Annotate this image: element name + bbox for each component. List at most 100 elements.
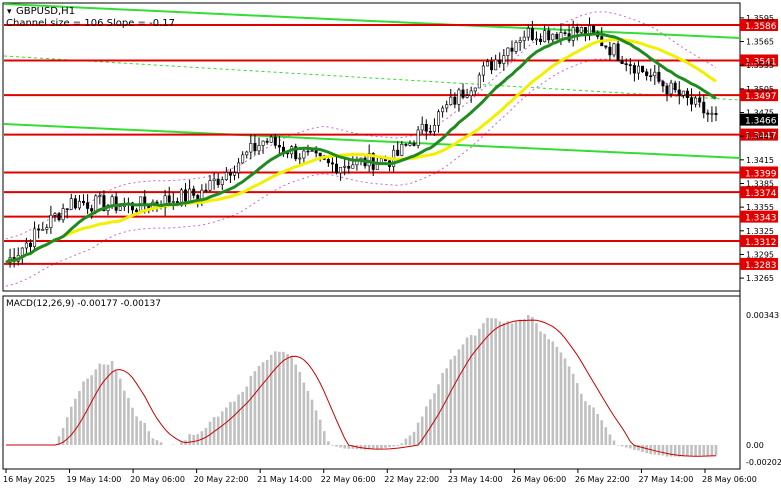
candle-body [547,30,551,41]
channel-mid-line [3,55,741,101]
candle-body [543,30,547,42]
candle-body [130,202,134,211]
candle-body [563,32,567,34]
macd-histogram-bar [478,328,481,445]
candle-body [69,198,73,210]
macd-histogram-bar [180,442,183,445]
candle-body [318,152,322,157]
macd-histogram-bar [547,339,551,445]
candle-body [220,179,224,185]
level-label-2: 1.3497 [745,92,777,102]
macd-histogram-bar [559,352,563,445]
candle-body [82,200,86,204]
candle-body [649,75,653,78]
candle-body [90,208,94,212]
macd-histogram-bar [139,420,142,445]
candle-body [224,172,228,181]
candle-body [367,153,371,167]
macd-histogram-bar [465,337,469,445]
price-tick-label: 1.3265 [746,274,774,283]
macd-histogram-bar [661,445,665,456]
macd-histogram-bar [257,365,261,445]
candle-body [408,143,412,146]
candle-body [526,28,530,38]
macd-histogram-bar [106,364,110,445]
candle-body [49,214,53,228]
candle-body [257,145,261,152]
candle-body [249,143,253,153]
macd-histogram-bar [682,445,685,457]
macd-histogram-bar [522,318,526,445]
candle-body [237,162,241,173]
level-label-6: 1.3343 [745,214,777,224]
level-tag-8 [740,257,778,270]
macd-histogram-bar [343,445,346,449]
level-tag-5 [740,186,778,199]
macd-histogram-bar [433,393,436,445]
macd-histogram-bar [596,413,599,445]
macd-histogram-bar [282,351,285,445]
macd-histogram-bar [65,417,69,445]
level-label-5: 1.3374 [745,189,777,199]
candle-body [204,189,208,192]
candle-body [343,165,347,168]
symbol-dropdown-icon[interactable]: ▾ [7,7,12,17]
macd-histogram-bar [424,406,428,445]
time-tick-label: 26 May 06:00 [511,475,566,484]
level-tag-3 [740,128,778,141]
macd-histogram-bar [449,359,453,445]
macd-histogram-bar [245,386,249,445]
candle-body [314,150,318,154]
macd-histogram-bar [543,333,546,445]
macd-histogram-bar [408,435,412,445]
macd-histogram-bar [339,445,342,448]
time-tick-label: 27 May 14:00 [638,475,693,484]
macd-histogram-bar [61,428,65,445]
macd-histogram-bar [510,323,514,445]
candle-body [135,209,139,213]
candle-body [481,65,485,76]
candle-body [632,65,636,74]
candle-body [612,43,616,56]
candle-body [534,38,538,41]
candle-body [616,43,620,61]
candle-body [28,242,32,247]
macd-histogram-bar [278,351,281,445]
macd-histogram-bar [302,382,306,445]
candle-body [502,55,506,64]
time-tick-label: 26 May 22:00 [575,475,630,484]
macd-label: MACD(12,26,9) -0.00177 -0.00137 [6,299,161,309]
time-tick-label: 22 May 06:00 [321,475,376,484]
candle-body [347,165,351,169]
candle-body [669,82,673,95]
price-tick-label: 1.3355 [746,203,774,212]
macd-histogram-bar [314,410,318,445]
level-tag-0 [740,18,778,31]
candle-body [445,104,449,109]
candle-body [441,107,445,113]
candle-body [706,112,710,115]
macd-histogram-bar [216,416,220,445]
macd-histogram-bar [404,438,408,445]
candle-body [179,189,183,206]
macd-histogram-bar [359,445,363,450]
macd-histogram-bar [110,361,114,445]
candle-body [61,208,65,221]
macd-histogram-bar [376,445,379,450]
candle-body [37,228,41,231]
macd-histogram-bar [412,431,416,445]
candle-body [551,33,555,41]
macd-histogram-bar [469,335,473,445]
candle-body [412,143,416,146]
macd-histogram-bar [445,368,448,445]
candle-body [196,195,200,199]
current-price-label: 1.3466 [745,117,777,127]
candle-body [310,150,314,152]
candle-body [702,101,706,114]
macd-histogram-bar [90,375,93,445]
macd-histogram-bar [702,445,706,456]
candle-body [694,97,698,105]
candle-body [326,159,330,164]
